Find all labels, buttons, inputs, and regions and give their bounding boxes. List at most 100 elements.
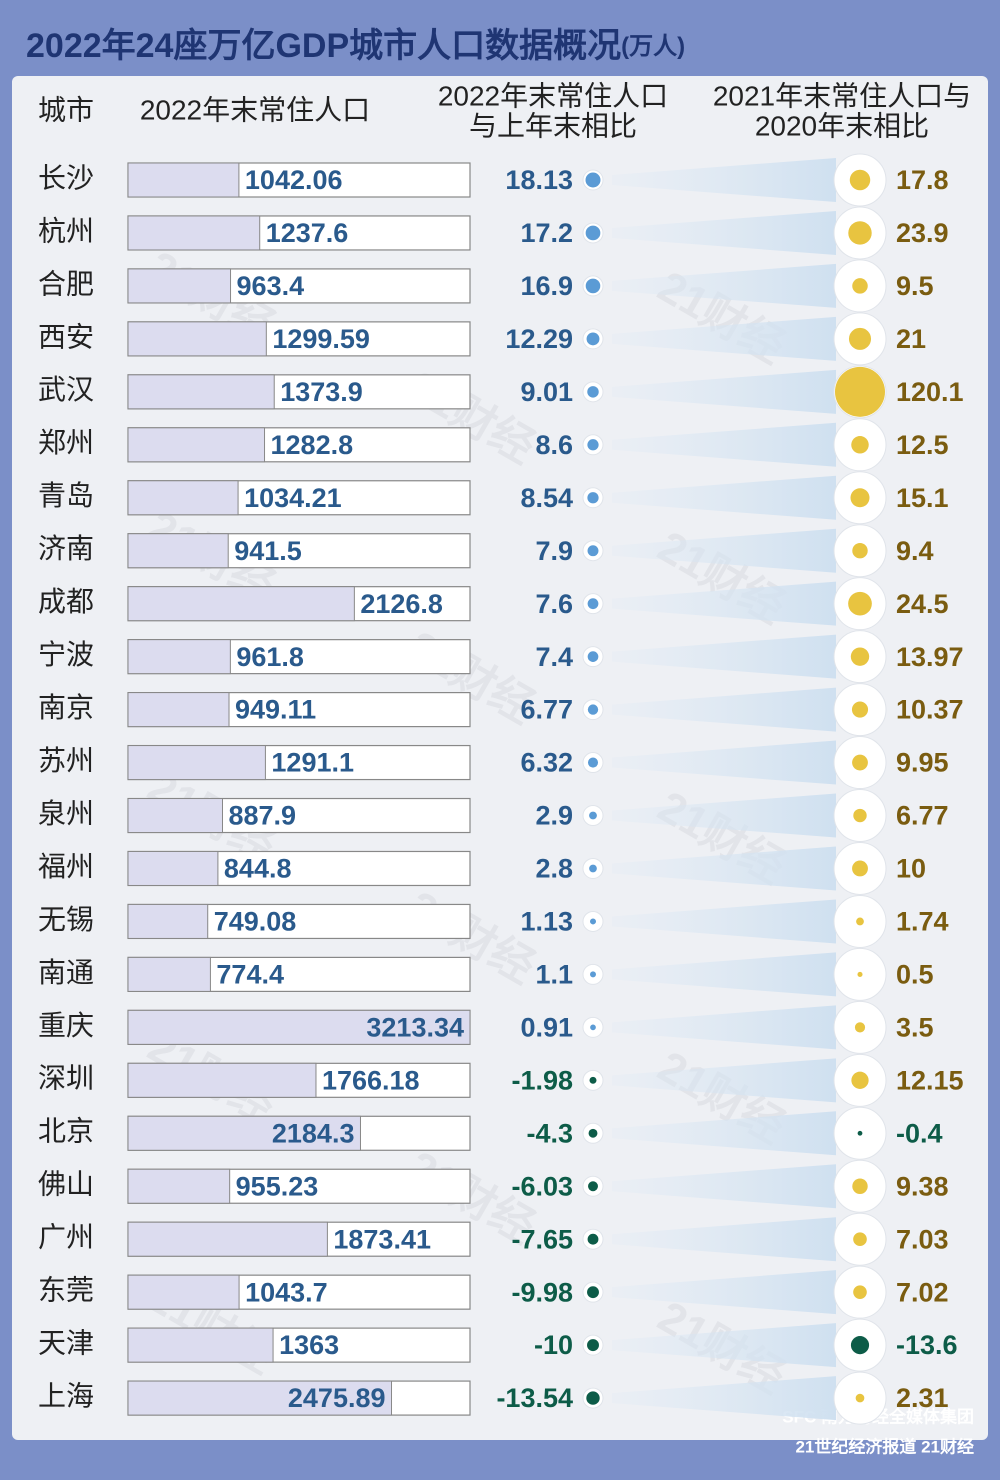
change-label: 6.77 — [520, 695, 573, 725]
city-label: 成都 — [38, 586, 94, 617]
bar — [127, 162, 240, 198]
bar-value-label: 774.4 — [216, 960, 284, 990]
change-label-2021: 2.31 — [896, 1383, 949, 1413]
change-label: -4.3 — [526, 1118, 573, 1148]
city-label: 合肥 — [38, 268, 94, 299]
bar — [127, 798, 224, 834]
change-circle — [852, 278, 868, 294]
bar-value-label: 941.5 — [234, 536, 302, 566]
change-label-2021: 23.9 — [896, 218, 949, 248]
ray — [612, 740, 836, 785]
bar — [127, 1274, 240, 1310]
change-label: 7.4 — [535, 642, 573, 672]
city-label: 佛山 — [38, 1169, 94, 1200]
bar-value-label: 1042.06 — [245, 165, 343, 195]
change-circle — [857, 971, 863, 977]
bar-value-label: 1291.1 — [271, 748, 354, 778]
city-label: 上海 — [38, 1380, 94, 1411]
ray — [612, 846, 836, 891]
change-circle — [851, 701, 869, 718]
change-dot — [588, 1181, 598, 1192]
city-label: 苏州 — [38, 745, 94, 776]
ray — [612, 528, 836, 573]
bar — [127, 692, 230, 728]
change-dot — [587, 598, 599, 610]
change-dot — [587, 492, 599, 504]
change-label-2021: 7.02 — [896, 1277, 949, 1307]
bar — [127, 480, 239, 516]
bar — [127, 1115, 361, 1151]
change-dot — [587, 1233, 599, 1245]
city-label: 西安 — [38, 321, 94, 352]
change-label-2021: 9.4 — [896, 536, 934, 566]
change-label: -6.03 — [511, 1171, 573, 1201]
change-label: 6.32 — [520, 748, 573, 778]
city-label: 长沙 — [38, 162, 94, 193]
change-dot — [590, 971, 596, 978]
ray — [612, 475, 836, 520]
ray — [612, 1323, 836, 1368]
bar — [127, 745, 266, 781]
change-label-2021: 6.77 — [896, 801, 949, 831]
column-header: 2022年末常住人口 — [438, 80, 668, 111]
ray — [612, 1217, 836, 1262]
ray — [612, 952, 836, 997]
change-label: 18.13 — [505, 165, 573, 195]
ray — [612, 1111, 836, 1156]
bar-value-label: 887.9 — [229, 801, 297, 831]
change-label-2021: -0.4 — [896, 1118, 943, 1148]
change-dot — [587, 439, 599, 451]
change-circle — [853, 1232, 867, 1247]
change-label: 2.8 — [535, 854, 573, 884]
bar-value-label: 3213.34 — [366, 1012, 464, 1042]
change-dot — [589, 811, 597, 820]
bar-value-label: 2126.8 — [360, 589, 443, 619]
change-circle — [848, 327, 872, 350]
ray — [612, 263, 836, 308]
city-label: 济南 — [38, 533, 94, 564]
city-label: 广州 — [38, 1222, 94, 1253]
ray — [612, 793, 836, 838]
column-header: 城市 — [38, 94, 94, 125]
change-label: 7.9 — [535, 536, 573, 566]
change-label: 16.9 — [520, 271, 573, 301]
change-circle — [852, 1178, 868, 1194]
change-label: -1.98 — [511, 1065, 573, 1095]
bar — [127, 321, 267, 357]
city-label: 青岛 — [38, 480, 94, 511]
change-dot — [587, 1286, 599, 1299]
change-circle — [853, 1285, 867, 1299]
city-label: 南京 — [38, 692, 94, 723]
bar-value-label: 1299.59 — [272, 324, 370, 354]
change-label-2021: -13.6 — [896, 1330, 958, 1360]
bar-value-label: 955.23 — [236, 1171, 319, 1201]
change-circle — [849, 169, 871, 191]
bar-value-label: 1282.8 — [271, 430, 354, 460]
change-circle — [850, 1336, 870, 1355]
change-label: 8.6 — [535, 430, 573, 460]
bar — [127, 1062, 317, 1098]
ray — [612, 687, 836, 732]
change-circle — [848, 221, 872, 245]
ray — [612, 422, 836, 467]
ray — [612, 158, 836, 202]
footer-logo: 21世纪经济报道 21财经 — [795, 1436, 974, 1456]
bar-value-label: 1237.6 — [266, 218, 349, 248]
bar — [127, 850, 219, 886]
ray — [612, 316, 836, 361]
change-label-2021: 7.03 — [896, 1224, 949, 1254]
bar-value-label: 1363 — [279, 1330, 339, 1360]
change-circle — [853, 808, 867, 823]
change-dot — [586, 1391, 600, 1405]
bar-value-label: 963.4 — [237, 271, 305, 301]
change-circle — [850, 647, 870, 666]
change-dot — [587, 386, 599, 398]
change-dot — [587, 704, 599, 715]
change-label-2021: 24.5 — [896, 589, 949, 619]
bar — [127, 374, 275, 410]
change-circle — [835, 366, 885, 417]
bar-value-label: 949.11 — [235, 695, 316, 725]
bar-value-label: 2184.3 — [272, 1118, 355, 1148]
change-circle — [851, 1071, 869, 1089]
